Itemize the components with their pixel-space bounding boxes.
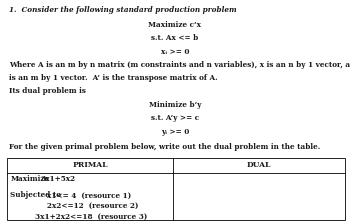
Text: Its dual problem is: Its dual problem is <box>9 87 86 95</box>
Text: 2x2<=12  (resource 2): 2x2<=12 (resource 2) <box>47 202 139 210</box>
Text: Where A is an m by n matrix (m constraints and n variables), x is an n by 1 vect: Where A is an m by n matrix (m constrain… <box>9 61 350 69</box>
Text: yᵢ >= 0: yᵢ >= 0 <box>161 128 189 136</box>
Text: Subjected to: Subjected to <box>10 191 62 199</box>
Text: 1.  Consider the following standard production problem: 1. Consider the following standard produ… <box>9 6 236 14</box>
Text: Maximize c’x: Maximize c’x <box>148 21 202 29</box>
Text: 3x1+2x2<=18  (resource 3): 3x1+2x2<=18 (resource 3) <box>35 213 147 221</box>
Text: DUAL: DUAL <box>247 161 271 169</box>
Text: 3x1+5x2: 3x1+5x2 <box>40 175 75 183</box>
Bar <box>7 158 345 220</box>
Text: Minimize b’y: Minimize b’y <box>149 101 201 109</box>
Text: x1<= 4  (resource 1): x1<= 4 (resource 1) <box>47 191 132 199</box>
Text: s.t. Ax <= b: s.t. Ax <= b <box>151 34 199 42</box>
Text: Maximize: Maximize <box>10 175 50 183</box>
Text: xᵢ >= 0: xᵢ >= 0 <box>161 48 189 56</box>
Text: PRIMAL: PRIMAL <box>72 161 108 169</box>
Text: For the given primal problem below, write out the dual problem in the table.: For the given primal problem below, writ… <box>9 143 320 151</box>
Text: s.t. A’y >= c: s.t. A’y >= c <box>151 114 199 122</box>
Text: is an m by 1 vector.  A’ is the transpose matrix of A.: is an m by 1 vector. A’ is the transpose… <box>9 74 217 82</box>
